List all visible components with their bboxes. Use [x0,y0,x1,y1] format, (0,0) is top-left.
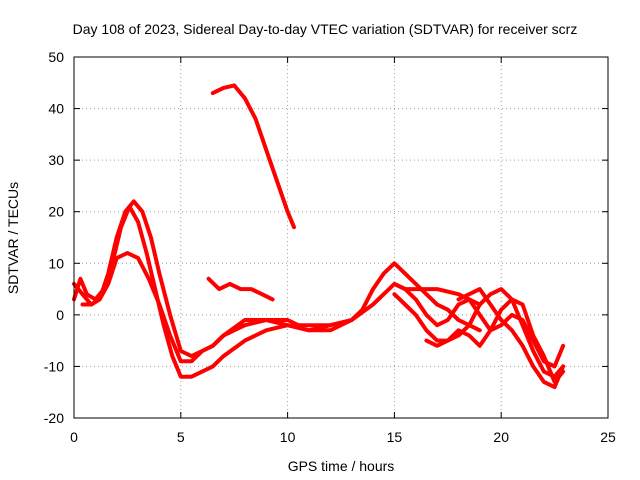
x-tick-label: 10 [280,429,296,445]
series-line-track-5 [210,83,296,230]
chart-title: Day 108 of 2023, Sidereal Day-to-day VTE… [73,21,578,37]
y-tick-label: 0 [56,307,64,323]
series-line-track-1 [72,204,482,379]
y-tick-label: -10 [44,358,64,374]
grid-lines [74,57,608,418]
y-tick-label: 40 [48,101,64,117]
y-tick-labels: -20 -10 0 10 20 30 40 50 [44,49,64,426]
y-tick-label: 30 [48,152,64,168]
x-tick-label: 15 [387,429,403,445]
series-line-track-4 [206,276,275,302]
plot-frame [73,56,609,419]
series-line-track-7 [392,281,566,369]
series-line-track-8 [424,297,566,384]
x-tick-label: 25 [600,429,616,445]
series-line-track-3 [80,251,333,364]
x-tick-label: 20 [493,429,509,445]
x-tick-labels: 0 5 10 15 20 25 [70,429,616,445]
y-tick-label: 50 [48,49,64,65]
series-line-track-9 [456,287,566,390]
x-axis-label: GPS time / hours [288,458,395,474]
series-layer [72,83,566,390]
axis-ticks [73,56,609,419]
series-line-track-2 [72,199,482,359]
x-tick-label: 0 [70,429,78,445]
x-tick-label: 5 [177,429,185,445]
y-tick-label: 20 [48,204,64,220]
y-axis-label: SDTVAR / TECUs [5,182,21,294]
series-line-track-6 [392,287,566,379]
y-tick-label: 10 [48,255,64,271]
y-tick-label: -20 [44,410,64,426]
